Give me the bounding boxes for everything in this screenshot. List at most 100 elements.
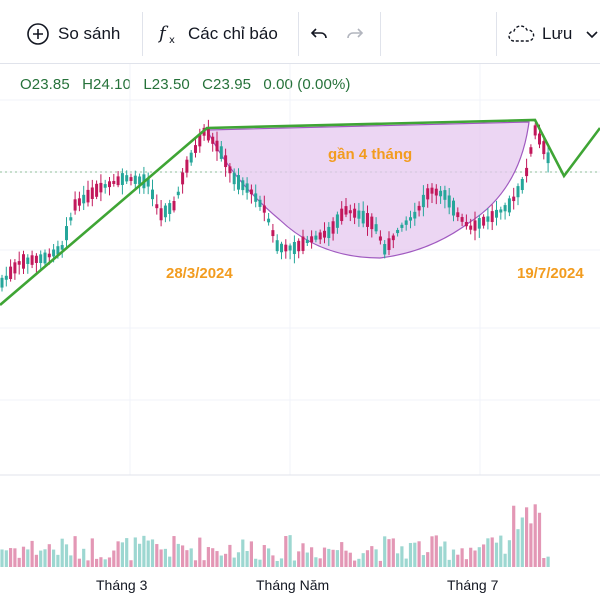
x-tick-label: Tháng 3 — [96, 577, 148, 593]
volume-bar — [232, 557, 236, 567]
candle-body — [327, 226, 331, 239]
candle-body — [26, 257, 30, 264]
volume-bar — [185, 550, 189, 567]
volume-bar — [365, 550, 370, 567]
volume-bar — [90, 538, 94, 567]
volume-bar — [327, 548, 331, 567]
candle-body — [254, 193, 258, 202]
volume-bar — [176, 543, 180, 567]
volume-bar — [305, 552, 309, 567]
volume-bar — [529, 523, 533, 567]
save-button[interactable]: Lưu — [506, 14, 598, 54]
ohlc-legend: O23.85 H24.10 L23.50 C23.95 0.00 (0.00%) — [20, 76, 358, 93]
undo-button[interactable] — [308, 14, 330, 54]
volume-bar — [4, 550, 8, 567]
volume-bar — [542, 558, 546, 567]
duration-annotation: gần 4 tháng — [328, 146, 412, 163]
candle-body — [198, 134, 202, 147]
volume-bar — [47, 544, 51, 567]
candle-body — [413, 211, 417, 219]
candle-body — [116, 176, 120, 186]
volume-bar — [99, 557, 103, 567]
candle-body — [447, 195, 451, 208]
volume-bar — [64, 544, 69, 567]
candle-body — [249, 189, 253, 195]
candle-body — [194, 145, 197, 153]
compare-button[interactable]: So sánh — [26, 14, 120, 54]
volume-bar — [378, 560, 382, 567]
volume-bar — [241, 539, 245, 567]
candle-body — [516, 186, 520, 198]
candle-body — [151, 189, 154, 200]
volume-bar — [193, 560, 198, 567]
toolbar-divider — [380, 12, 381, 56]
volume-bar — [460, 548, 464, 567]
volume-bar — [219, 555, 223, 567]
candle-body — [284, 244, 288, 252]
volume-bar — [482, 544, 486, 567]
candle-body — [56, 246, 60, 255]
trend-line — [0, 118, 600, 306]
volume-bar — [228, 544, 232, 567]
volume-bar — [133, 537, 137, 567]
volume-bar — [344, 550, 348, 567]
volume-bar — [434, 535, 438, 567]
volume-bar — [301, 543, 305, 567]
volume-bar — [383, 536, 387, 567]
volume-bar — [77, 558, 81, 567]
candle-body — [409, 217, 412, 221]
volume-bar — [116, 541, 120, 567]
candle-body — [533, 125, 537, 136]
volume-bar — [314, 557, 318, 567]
candle-body — [370, 216, 374, 230]
candle-body — [146, 178, 150, 187]
volume-bar — [340, 542, 344, 567]
volume-bar — [112, 550, 116, 567]
volume-bar — [26, 549, 30, 567]
volume-bar — [60, 538, 64, 567]
candle-body — [331, 221, 335, 234]
candle-body — [13, 262, 17, 274]
volume-bar — [150, 539, 155, 567]
volume-bar — [503, 553, 507, 567]
candle-body — [133, 175, 137, 184]
candle-body — [310, 236, 314, 243]
volume-bar — [236, 552, 241, 567]
volume-bar — [335, 550, 339, 567]
candle-body — [443, 190, 447, 200]
redo-button[interactable] — [344, 14, 366, 54]
volume-bar — [103, 559, 107, 567]
candle-body — [125, 175, 129, 182]
volume-bar — [17, 557, 21, 567]
candle-body — [0, 277, 4, 288]
candle-body — [507, 198, 511, 213]
volume-bar — [451, 549, 456, 567]
candle-body — [288, 245, 292, 251]
candle-body — [241, 180, 245, 191]
candle-body — [4, 275, 8, 280]
volume-bar — [413, 542, 417, 567]
volume-bar — [163, 548, 167, 567]
volume-bar — [181, 545, 185, 567]
candle-body — [9, 266, 13, 279]
volume-bar — [267, 548, 271, 567]
candle-body — [404, 220, 408, 225]
volume-bar — [400, 546, 404, 567]
volume-bar — [537, 512, 542, 567]
candle-body — [499, 209, 503, 213]
candle-body — [529, 147, 533, 154]
price-chart[interactable]: gần 4 tháng 28/3/2024 19/7/2024 Tháng 3 … — [0, 64, 600, 600]
candle-body — [77, 198, 81, 206]
candle-body — [417, 205, 421, 211]
volume-bar — [13, 548, 17, 567]
candle-body — [464, 221, 468, 227]
candle-body — [378, 236, 382, 241]
volume-bar — [310, 547, 314, 567]
volume-bar — [494, 542, 499, 567]
candle-body — [159, 208, 163, 221]
candle-body — [340, 208, 344, 222]
volume-bar — [426, 552, 430, 567]
candle-body — [486, 216, 490, 222]
